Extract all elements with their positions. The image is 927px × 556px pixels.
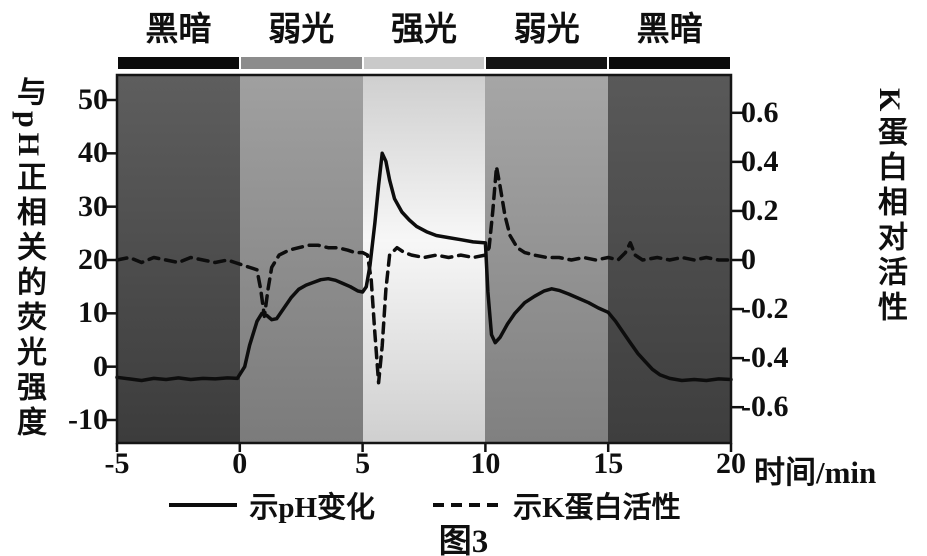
- x-axis-title: 时间/min: [754, 455, 877, 490]
- legend-item: 示pH变化: [167, 484, 375, 526]
- legend-label: 示K蛋白活性: [513, 492, 681, 524]
- y-left-tick-label: 20: [78, 243, 108, 276]
- y-left-tick-label: 50: [78, 83, 108, 116]
- legend: 示pH变化 示K蛋白活性: [117, 484, 731, 526]
- y-right-tick-label: 0.2: [741, 193, 779, 227]
- y-right-tick-label: -0.6: [741, 390, 789, 424]
- light-phase-label: 弱光: [513, 12, 580, 48]
- light-strip-segment: [118, 57, 239, 69]
- light-phase-label: 黑暗: [145, 12, 212, 48]
- y-right-tick-label: -0.4: [741, 341, 789, 375]
- y-left-tick-label: -10: [68, 403, 108, 436]
- light-strip-segment: [240, 57, 362, 69]
- right-axis-title: K蛋白相对活性: [873, 88, 906, 327]
- x-tick-label: 0: [232, 447, 248, 480]
- x-tick-label: 5: [355, 447, 371, 480]
- solid-line-sample: [169, 503, 238, 507]
- y-right-tick-label: 0.4: [741, 144, 779, 178]
- left-axis-title: 与pH正相关的荧光强度: [12, 76, 45, 442]
- y-left-tick-label: 30: [78, 189, 108, 223]
- x-tick-label: 20: [716, 447, 746, 480]
- figure-caption: 图3: [438, 524, 489, 556]
- light-band: [608, 75, 731, 443]
- legend-label: 示pH变化: [249, 492, 376, 524]
- light-band: [362, 75, 486, 443]
- x-tick-label: 15: [593, 447, 624, 480]
- x-tick-label: -5: [104, 447, 130, 480]
- x-tick-label: 10: [470, 447, 501, 480]
- light-strip-segment: [363, 57, 485, 69]
- dashed-line-sample: [433, 503, 502, 507]
- y-left-tick-label: 10: [78, 296, 108, 330]
- light-band: [239, 75, 363, 443]
- y-left-tick-label: 0: [93, 349, 108, 383]
- legend-item: 示K蛋白活性: [431, 484, 681, 526]
- y-right-tick-label: -0.2: [741, 292, 789, 326]
- y-right-tick-label: 0: [741, 243, 756, 276]
- light-band: [485, 75, 609, 443]
- light-strip-segment: [609, 57, 730, 69]
- y-right-tick-label: 0.6: [741, 95, 779, 129]
- light-phase-label: 黑暗: [636, 12, 703, 48]
- light-phase-label: 强光: [391, 12, 457, 48]
- light-phase-label: 弱光: [268, 12, 335, 48]
- y-left-tick-label: 40: [78, 136, 108, 170]
- light-band: [117, 75, 240, 443]
- light-strip-segment: [486, 57, 608, 69]
